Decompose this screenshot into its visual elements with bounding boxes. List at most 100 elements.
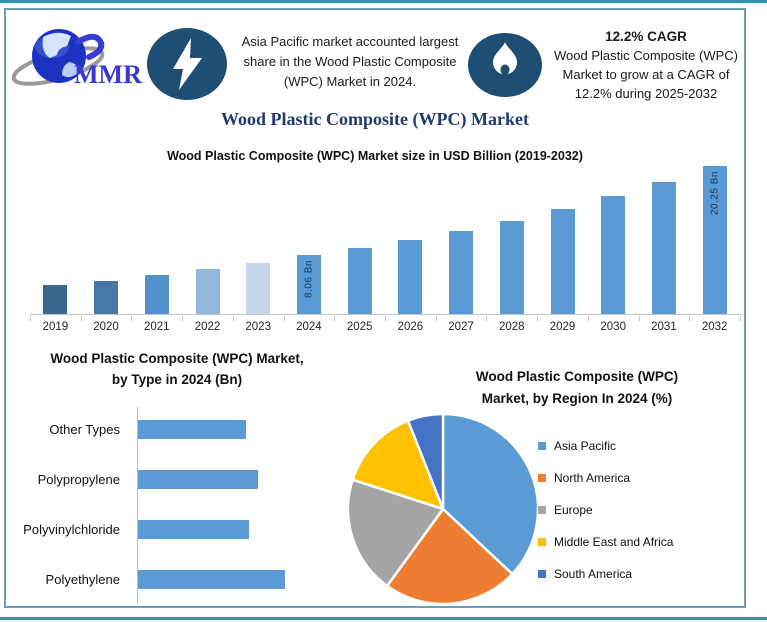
x-axis-ticks — [30, 316, 742, 322]
flame-icon — [468, 33, 542, 97]
bar-2026 — [398, 240, 423, 314]
cagr-description: Wood Plastic Composite (WPC) Market to g… — [554, 48, 738, 101]
bar-2020 — [94, 281, 119, 314]
logo-wordmark: MMR — [74, 60, 142, 89]
axis-tick — [436, 316, 437, 321]
x-axis-label-2030: 2030 — [600, 321, 626, 333]
bar-2025 — [347, 248, 372, 314]
market-size-bar-chart: 8.06 Bn 20.25 Bn — [30, 166, 741, 315]
type-label: Polyethylene — [45, 572, 120, 587]
bar-value-label-2032: 20.25 Bn — [709, 171, 721, 216]
x-axis-label-2029: 2029 — [549, 321, 576, 333]
type-row-polypropylene: Polypropylene — [16, 470, 258, 489]
legend-label: Asia Pacific — [554, 439, 617, 453]
x-axis-label-2022: 2022 — [194, 321, 221, 333]
pie-legend: Asia Pacific North America Europe Middle Ea… — [538, 439, 673, 599]
axis-tick — [182, 316, 183, 321]
type-row-polyvinylchloride: Polyvinylchloride — [16, 520, 249, 539]
axis-tick — [334, 316, 335, 321]
bar-2019 — [43, 285, 68, 314]
axis-tick — [486, 316, 487, 321]
x-axis-label-2026: 2026 — [397, 321, 424, 333]
x-axis-label-2023: 2023 — [245, 321, 271, 333]
type-bar — [138, 420, 246, 439]
type-row-other-types: Other Types — [16, 420, 246, 439]
type-chart-title: Wood Plastic Composite (WPC) Market, by … — [50, 351, 304, 387]
bar-value-label-2024: 8.06 Bn — [303, 260, 315, 298]
cagr-value: 12.2% CAGR — [605, 29, 687, 44]
legend-label: Middle East and Africa — [554, 535, 674, 549]
legend-marker — [538, 474, 546, 482]
axis-tick — [639, 316, 640, 321]
bottom-accent-line — [0, 617, 767, 620]
pie-slice-asia-pacific — [441, 412, 540, 576]
bar-2029 — [550, 209, 575, 314]
axis-tick — [588, 316, 589, 321]
bar-2027 — [449, 231, 474, 314]
bar-chart-title: Wood Plastic Composite (WPC) Market size… — [167, 149, 583, 163]
type-label: Polyvinylchloride — [23, 522, 120, 537]
x-axis-label-2031: 2031 — [651, 321, 677, 333]
legend-marker — [538, 570, 546, 578]
bar-2028 — [499, 221, 524, 314]
type-bar — [138, 520, 249, 539]
x-axis-label-2025: 2025 — [346, 321, 373, 333]
x-axis-label-2024: 2024 — [296, 321, 322, 333]
pie-chart-title: Wood Plastic Composite (WPC) Market, by … — [475, 369, 679, 406]
legend-label: South America — [554, 567, 633, 581]
type-label: Other Types — [49, 422, 120, 437]
bar-2022 — [195, 269, 220, 314]
legend-label: North America — [554, 471, 631, 485]
type-chart-axis-line — [137, 407, 138, 604]
axis-tick — [740, 316, 741, 321]
bar-2024: 8.06 Bn — [296, 255, 321, 314]
x-axis-labels: 2019 2020 2021 2022 2023 2024 2025 2026 2027 2028… — [30, 321, 741, 337]
bar-2030 — [601, 196, 626, 314]
x-axis-label-2020: 2020 — [93, 321, 119, 333]
pie-slice-north-america — [385, 507, 514, 606]
axis-tick — [30, 316, 31, 321]
pie-slice-south-america — [406, 412, 445, 511]
legend-item-middle-east-and-africa: Middle East and Africa — [538, 535, 673, 549]
type-row-polyethylene: Polyethylene — [16, 570, 285, 589]
axis-tick — [385, 316, 386, 321]
legend-item-south-america: South America — [538, 567, 673, 581]
top-accent-line — [0, 0, 767, 3]
legend-item-europe: Europe — [538, 503, 673, 517]
cagr-callout: 12.2% CAGR Wood Plastic Composite (WPC) … — [545, 29, 747, 104]
mmr-logo: MMR — [12, 29, 142, 89]
legend-item-north-america: North America — [538, 471, 673, 485]
bar-2023 — [246, 263, 271, 314]
legend-marker — [538, 538, 546, 546]
legend-marker — [538, 506, 546, 514]
axis-tick — [689, 316, 690, 321]
pie-slice-middle-east-and-africa — [351, 419, 445, 511]
x-axis-label-2021: 2021 — [143, 321, 170, 333]
type-bar — [138, 570, 285, 589]
type-bar-chart: Other Types Polypropylene Polyvinylchlorid… — [16, 407, 346, 607]
pie-slice-europe — [346, 478, 445, 588]
region-pie-chart — [346, 412, 540, 606]
x-axis-label-2027: 2027 — [448, 321, 474, 333]
type-label: Polypropylene — [37, 472, 120, 487]
x-axis-label-2032: 2032 — [701, 321, 728, 333]
axis-tick — [233, 316, 234, 321]
legend-label: Europe — [554, 503, 593, 517]
axis-tick — [537, 316, 538, 321]
page-title: Wood Plastic Composite (WPC) Market — [221, 109, 529, 129]
x-axis-label-2028: 2028 — [498, 321, 525, 333]
highlight-text-asia-pacific: Asia Pacific market accounted largest sh… — [241, 34, 459, 90]
bar-2031 — [651, 182, 676, 314]
bar-2021 — [144, 275, 169, 314]
axis-tick — [81, 316, 82, 321]
infographic-frame: MMR Asia Pacific market accounted larges… — [4, 8, 746, 608]
legend-item-asia-pacific: Asia Pacific — [538, 439, 673, 453]
bar-2032: 20.25 Bn — [702, 166, 727, 314]
legend-marker — [538, 442, 546, 450]
lightning-icon — [147, 28, 227, 100]
axis-tick — [284, 316, 285, 321]
type-bar — [138, 470, 258, 489]
logo-swoosh — [75, 33, 105, 60]
x-axis-label-2019: 2019 — [42, 321, 69, 333]
